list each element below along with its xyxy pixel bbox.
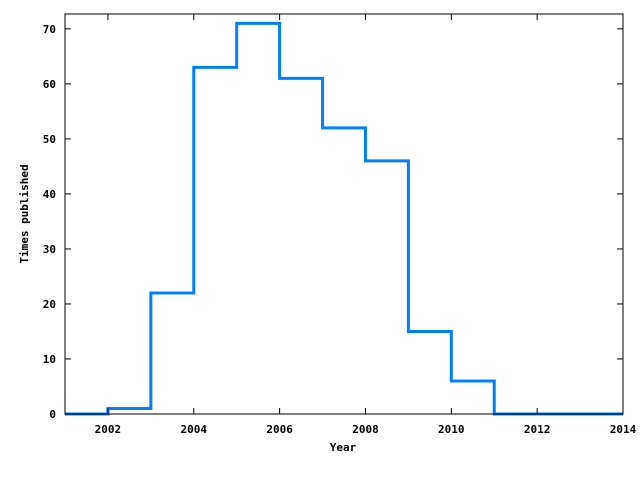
x-tick-label: 2008 [352,423,379,436]
y-tick-label: 10 [43,353,56,366]
x-tick-label: 2006 [266,423,293,436]
plot-marks [65,21,623,416]
plot-frame [64,13,624,415]
x-tick-label: 2004 [181,423,208,436]
x-tick-label: 2014 [610,423,637,436]
series-step-line [65,21,623,416]
y-tick-label: 30 [43,243,56,256]
y-tick-label: 0 [49,408,56,421]
x-tick-label: 2002 [95,423,122,436]
y-tick-label: 50 [43,133,56,146]
x-axis-ticks: 2002 2004 2006 2008 2010 2012 2014 [95,14,637,436]
x-axis-label: Year [330,441,357,454]
y-tick-label: 70 [43,23,56,36]
y-tick-label: 20 [43,298,56,311]
y-axis-label: Times published [18,164,31,263]
y-tick-label: 60 [43,78,56,91]
x-tick-label: 2010 [438,423,465,436]
y-tick-label: 40 [43,188,56,201]
y-axis-ticks: 0 10 20 30 40 50 60 70 [43,23,623,421]
x-tick-label: 2012 [524,423,551,436]
